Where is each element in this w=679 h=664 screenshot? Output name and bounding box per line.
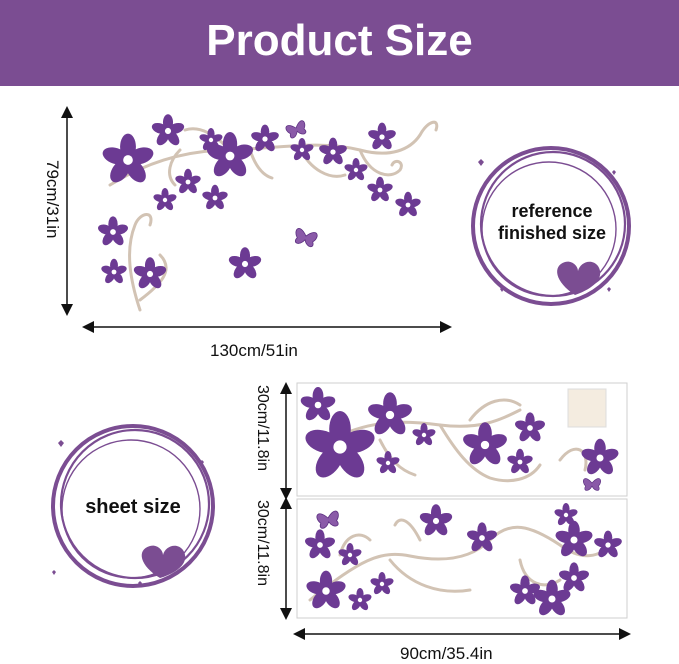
sheet-top-height-label: 30cm/11.8in bbox=[254, 385, 271, 471]
finished-height-label: 79cm/31in bbox=[43, 160, 62, 239]
sheet-heart-icon bbox=[52, 440, 204, 586]
sheet-badge-ring bbox=[51, 424, 215, 588]
reference-badge-line1: reference bbox=[511, 201, 593, 221]
page-title: Product Size bbox=[206, 16, 473, 65]
sheet-bottom-height-label: 30cm/11.8in bbox=[254, 500, 271, 586]
sheet-badge-label: sheet size bbox=[85, 496, 181, 518]
reference-badge-ring bbox=[471, 146, 631, 306]
finished-width-label: 130cm/51in bbox=[210, 341, 298, 360]
finished-vine-art bbox=[96, 114, 439, 312]
reference-heart-icon bbox=[478, 159, 616, 295]
header-banner: Product Size bbox=[0, 0, 679, 86]
sheet-panel-bottom bbox=[296, 498, 628, 619]
reference-badge-label: reference finished size bbox=[482, 200, 622, 244]
sheet-width-label: 90cm/35.4in bbox=[400, 644, 493, 663]
reference-badge-line2: finished size bbox=[497, 223, 607, 243]
sheet-panel-top bbox=[296, 382, 628, 497]
